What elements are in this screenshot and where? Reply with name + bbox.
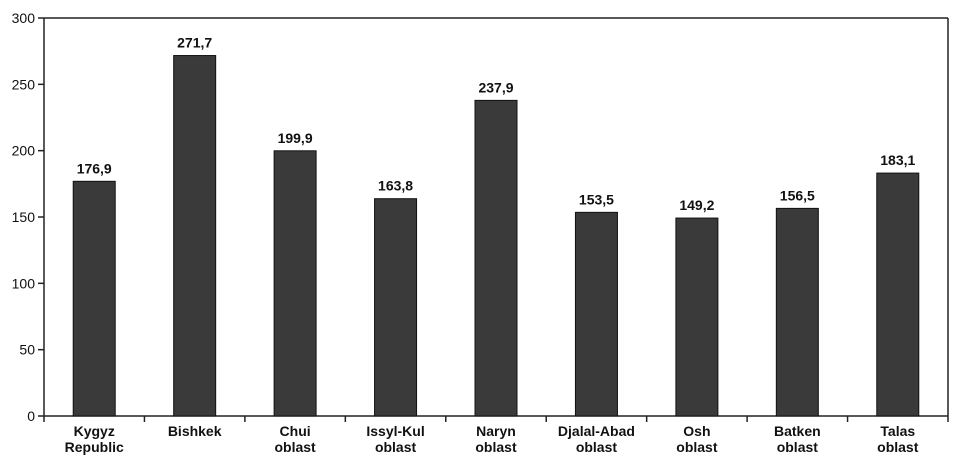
y-tick-label: 100 <box>12 275 36 291</box>
x-tick-label: Issyl-Kul <box>366 423 424 439</box>
bar-value-label: 176,9 <box>77 160 112 176</box>
x-tick-label: Batken <box>774 423 821 439</box>
bar <box>675 217 719 417</box>
y-tick-label: 0 <box>27 408 35 424</box>
bar-value-label: 271,7 <box>177 35 212 51</box>
bar-value-label: 156,5 <box>780 187 815 203</box>
x-tick-label: oblast <box>576 439 618 455</box>
bar <box>273 150 317 417</box>
y-tick-label: 150 <box>12 209 36 225</box>
x-tick-label: oblast <box>676 439 718 455</box>
x-tick-label: Osh <box>683 423 710 439</box>
bar <box>173 55 217 417</box>
x-tick-label: oblast <box>877 439 919 455</box>
y-tick-label: 200 <box>12 143 36 159</box>
x-tick-label: Republic <box>65 439 124 455</box>
bar <box>775 207 819 417</box>
x-tick-label: Kygyz <box>74 423 115 439</box>
x-tick-label: Naryn <box>476 423 516 439</box>
bar-value-label: 153,5 <box>579 191 614 207</box>
bar <box>374 198 418 417</box>
bar-value-label: 163,8 <box>378 178 413 194</box>
bar-value-label: 199,9 <box>278 130 313 146</box>
value-labels-group: 176,9 271,7 199,9 163,8 237,9 153,5 149,2 156,5… <box>77 35 916 214</box>
bar-value-label: 237,9 <box>478 79 513 95</box>
x-tick-label: Djalal-Abad <box>558 423 635 439</box>
bars-group <box>72 55 920 417</box>
bar-value-label: 183,1 <box>880 152 915 168</box>
y-tick-label: 250 <box>12 76 36 92</box>
bar <box>474 99 518 417</box>
x-tick-label: Bishkek <box>168 423 222 439</box>
bar <box>72 180 116 417</box>
y-tick-label: 50 <box>19 342 35 358</box>
x-tick-label: oblast <box>777 439 819 455</box>
y-axis: 0 50 100 150 200 250 300 <box>12 10 44 424</box>
bar <box>574 211 618 417</box>
y-tick-label: 300 <box>12 10 36 26</box>
bar-value-label: 149,2 <box>679 197 714 213</box>
x-tick-label: oblast <box>475 439 517 455</box>
bar <box>876 172 920 417</box>
x-tick-label: Chui <box>280 423 311 439</box>
x-tick-label: oblast <box>375 439 417 455</box>
x-tick-label: oblast <box>274 439 316 455</box>
x-tick-label: Talas <box>880 423 915 439</box>
